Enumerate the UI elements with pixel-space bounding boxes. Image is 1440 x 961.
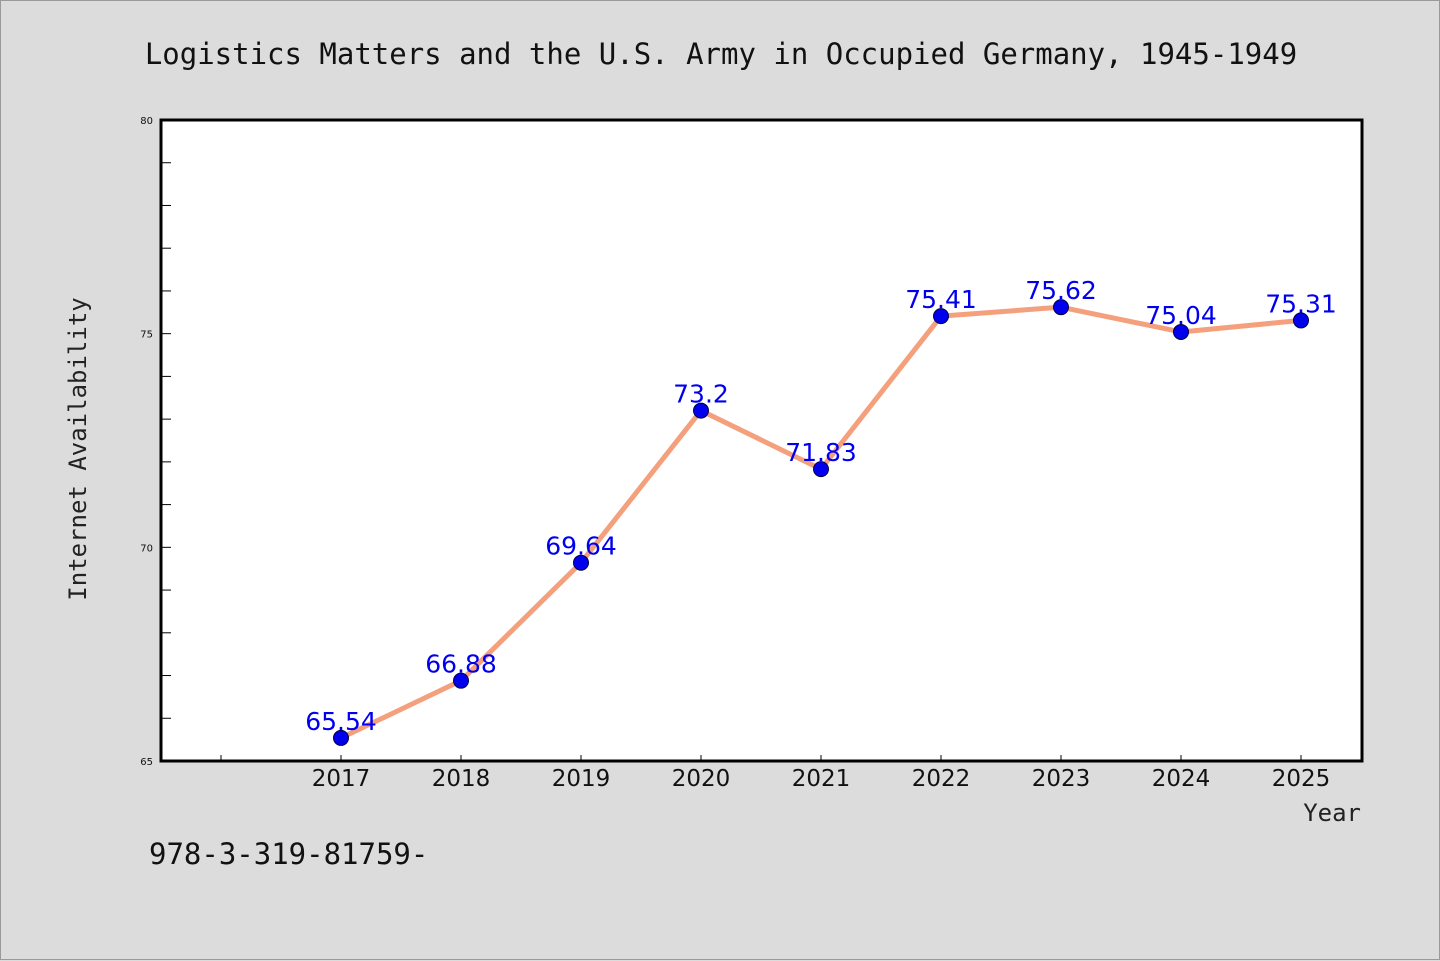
data-label: 75.62 bbox=[1025, 276, 1097, 305]
data-point bbox=[933, 308, 949, 325]
series-markers bbox=[333, 299, 1309, 746]
data-label: 73.2 bbox=[673, 380, 729, 409]
data-point bbox=[573, 554, 589, 571]
data-point bbox=[1053, 299, 1069, 316]
x-tick-label: 2020 bbox=[672, 766, 731, 792]
data-point bbox=[333, 729, 349, 746]
x-tick-label: 2017 bbox=[312, 766, 371, 792]
y-tick-label: 65 bbox=[140, 757, 153, 768]
data-point bbox=[453, 672, 469, 689]
data-label: 65.54 bbox=[305, 707, 377, 736]
x-axis-ticks bbox=[220, 755, 1302, 761]
data-label: 71.83 bbox=[785, 438, 857, 467]
x-tick-label: 2019 bbox=[552, 766, 611, 792]
data-label: 69.64 bbox=[545, 532, 617, 561]
data-point bbox=[813, 461, 829, 478]
data-label: 75.04 bbox=[1145, 301, 1217, 330]
x-tick-label: 2021 bbox=[792, 766, 851, 792]
x-tick-label: 2022 bbox=[912, 766, 971, 792]
x-axis-tick-labels: 2017 2018 2019 2020 2021 2022 2023 2024 2025 bbox=[312, 766, 1331, 792]
y-tick-label: 75 bbox=[140, 330, 153, 341]
data-point bbox=[1173, 323, 1189, 340]
data-label: 66.88 bbox=[425, 650, 497, 679]
y-axis-label: Internet Availability bbox=[64, 297, 92, 600]
y-minor-ticks bbox=[161, 162, 171, 719]
x-tick-label: 2018 bbox=[432, 766, 491, 792]
data-point bbox=[1293, 312, 1309, 329]
footer-note: 978-3-319-81759- bbox=[149, 837, 428, 871]
y-axis-tick-labels: 65 70 75 80 bbox=[140, 116, 153, 768]
x-tick-label: 2023 bbox=[1032, 766, 1091, 792]
chart-title: Logistics Matters and the U.S. Army in O… bbox=[145, 37, 1297, 71]
data-labels: 65.54 66.88 69.64 73.2 71.83 75.41 75.62 75.04 7… bbox=[305, 276, 1337, 736]
x-axis-label: Year bbox=[1303, 799, 1361, 827]
x-tick-label: 2025 bbox=[1272, 766, 1331, 792]
x-tick-label: 2024 bbox=[1152, 766, 1211, 792]
data-label: 75.41 bbox=[905, 285, 977, 314]
y-tick-label: 70 bbox=[140, 543, 153, 554]
data-point bbox=[693, 402, 709, 419]
data-label: 75.31 bbox=[1265, 289, 1337, 318]
y-tick-label: 80 bbox=[140, 116, 153, 127]
